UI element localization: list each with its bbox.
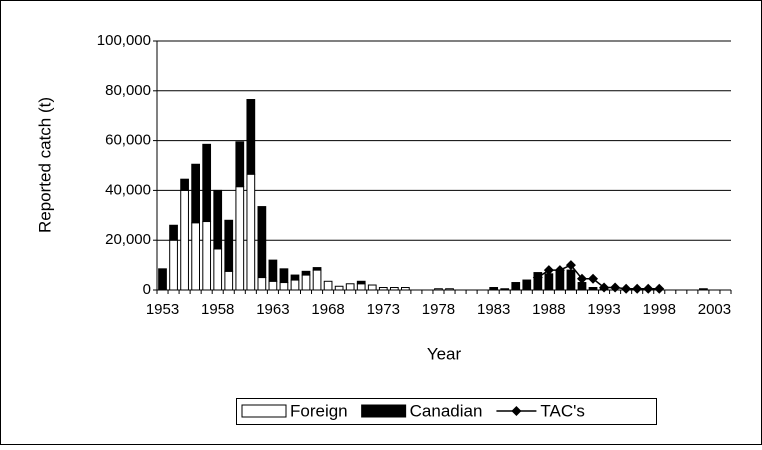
x-tick-label: 1983 [477, 301, 510, 318]
bar [522, 279, 532, 291]
bar [323, 280, 333, 291]
bar [224, 219, 234, 272]
bar [588, 287, 598, 291]
x-tick-label: 2003 [698, 301, 731, 318]
y-axis-title: Reported catch (t) [35, 97, 54, 233]
tac-marker [654, 283, 665, 294]
y-tick-label: 60,000 [105, 132, 151, 149]
bar [180, 189, 189, 291]
bar [401, 287, 410, 291]
x-axis-title: Year [427, 344, 462, 363]
x-tick-label: 1978 [422, 301, 455, 318]
tac-marker [599, 282, 610, 293]
bar [489, 287, 499, 291]
y-tick-label: 20,000 [105, 231, 151, 248]
bar [389, 287, 399, 291]
bar [191, 222, 200, 291]
bar [279, 282, 289, 291]
bar [301, 270, 311, 276]
y-tick-label: 40,000 [105, 181, 151, 198]
bar [290, 279, 300, 291]
bar [500, 288, 510, 291]
legend-label: Foreign [290, 401, 348, 420]
y-tick-label: 80,000 [105, 82, 151, 99]
tac-marker [554, 265, 565, 276]
bar [356, 283, 366, 291]
x-tick-label: 1988 [532, 301, 565, 318]
x-tick-label: 1998 [643, 301, 676, 318]
bar [312, 267, 322, 271]
tac-marker [643, 283, 654, 294]
x-tick-label: 1973 [367, 301, 400, 318]
bar [445, 288, 454, 291]
legend-swatch [241, 404, 287, 418]
bar [202, 221, 212, 291]
bar [511, 282, 521, 291]
bar [213, 189, 223, 250]
bar [356, 280, 366, 285]
bar [312, 269, 322, 291]
bar [169, 239, 178, 291]
tac-marker [632, 283, 643, 294]
bar [434, 288, 443, 291]
bar [268, 280, 278, 291]
y-tick-label: 100,000 [97, 32, 151, 49]
legend-marker [511, 406, 522, 416]
bar [224, 270, 234, 291]
legend-label: Canadian [410, 401, 483, 420]
bar [279, 268, 289, 284]
bar [367, 284, 377, 291]
bar [235, 186, 245, 291]
x-tick-label: 1963 [256, 301, 289, 318]
bar [191, 163, 200, 224]
tac-marker [576, 273, 587, 284]
bar [290, 274, 300, 281]
x-tick-label: 1953 [146, 301, 179, 318]
tac-marker [588, 273, 599, 284]
bar [566, 269, 576, 291]
x-tick-label: 1958 [201, 301, 234, 318]
bar [213, 248, 223, 291]
bar [246, 99, 256, 175]
x-tick-label: 1993 [587, 301, 620, 318]
bar [158, 268, 167, 291]
y-tick-label: 0 [143, 281, 151, 298]
bar [246, 173, 256, 291]
bar [301, 274, 311, 291]
legend-label: TAC's [540, 401, 584, 420]
tac-marker [621, 283, 632, 294]
tac-marker [565, 260, 576, 271]
bar [544, 273, 554, 291]
tac-marker [610, 282, 621, 293]
bar [257, 206, 267, 279]
legend-box [236, 398, 657, 425]
bar [257, 277, 267, 291]
bar [169, 224, 178, 241]
tac-marker [543, 265, 554, 276]
bar [202, 143, 212, 223]
bar [345, 283, 355, 291]
bar [699, 288, 708, 291]
bar [235, 141, 245, 188]
bar [268, 259, 278, 282]
legend-swatch [361, 404, 407, 418]
bar [378, 287, 388, 291]
bar [334, 285, 344, 291]
x-tick-label: 1968 [311, 301, 344, 318]
tac-marker [532, 272, 543, 283]
bar [180, 178, 189, 191]
